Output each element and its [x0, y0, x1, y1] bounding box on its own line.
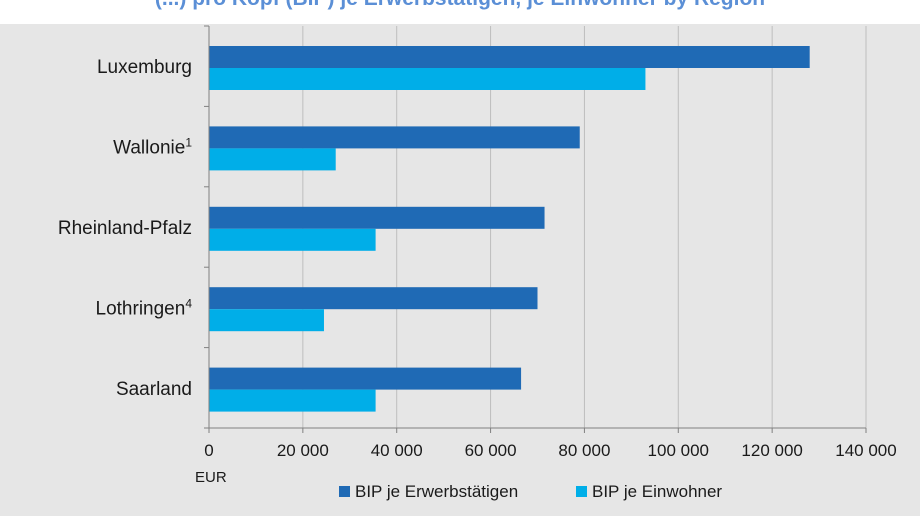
bar [209, 126, 580, 149]
x-tick-label: 0 [204, 441, 213, 460]
category-label: Wallonie1 [113, 136, 192, 159]
x-tick-label: 80 000 [558, 441, 610, 460]
category-label: Rheinland-Pfalz [58, 218, 192, 239]
legend-label: BIP je Einwohner [592, 482, 722, 501]
x-tick-label: 20 000 [277, 441, 329, 460]
bar [209, 367, 522, 390]
bar [209, 287, 538, 310]
x-tick-label: 120 000 [741, 441, 802, 460]
category-label: Luxemburg [97, 57, 192, 78]
title-strip: (...) pro Kopf (BIP) je Erwerbstätigen, … [0, 0, 920, 24]
bar [209, 148, 336, 171]
x-axis-unit: EUR [195, 469, 227, 486]
chart-title: (...) pro Kopf (BIP) je Erwerbstätigen, … [0, 0, 920, 11]
x-tick-label: 100 000 [648, 441, 709, 460]
legend-swatch [339, 486, 350, 497]
legend-label: BIP je Erwerbstätigen [355, 482, 518, 501]
bar [209, 68, 646, 90]
bar [209, 206, 545, 229]
x-tick-label: 60 000 [465, 441, 517, 460]
bar [209, 309, 324, 332]
x-tick-label: 40 000 [371, 441, 423, 460]
legend-swatch [576, 486, 587, 497]
category-label: Saarland [116, 379, 192, 400]
bar [209, 228, 376, 251]
bar [209, 389, 376, 412]
category-label: Lothringen4 [96, 296, 193, 319]
x-tick-label: 140 000 [835, 441, 896, 460]
bar [209, 46, 810, 68]
